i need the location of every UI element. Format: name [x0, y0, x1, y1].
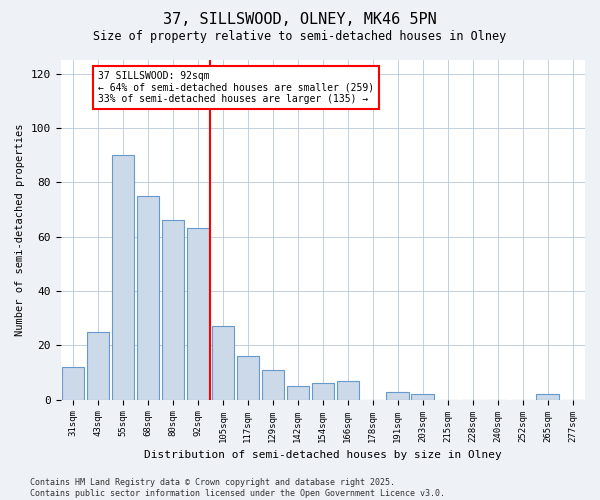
Bar [337, 380, 359, 400]
Bar [236, 356, 259, 400]
Bar [536, 394, 559, 400]
Bar [386, 392, 409, 400]
X-axis label: Distribution of semi-detached houses by size in Olney: Distribution of semi-detached houses by … [144, 450, 502, 460]
Bar [262, 370, 284, 400]
Bar [311, 384, 334, 400]
Bar [87, 332, 109, 400]
Bar [287, 386, 309, 400]
Y-axis label: Number of semi-detached properties: Number of semi-detached properties [15, 124, 25, 336]
Bar [112, 155, 134, 400]
Bar [412, 394, 434, 400]
Text: 37, SILLSWOOD, OLNEY, MK46 5PN: 37, SILLSWOOD, OLNEY, MK46 5PN [163, 12, 437, 28]
Bar [161, 220, 184, 400]
Text: Size of property relative to semi-detached houses in Olney: Size of property relative to semi-detach… [94, 30, 506, 43]
Bar [187, 228, 209, 400]
Text: 37 SILLSWOOD: 92sqm
← 64% of semi-detached houses are smaller (259)
33% of semi-: 37 SILLSWOOD: 92sqm ← 64% of semi-detach… [98, 71, 374, 104]
Bar [62, 367, 84, 400]
Bar [212, 326, 234, 400]
Bar [137, 196, 159, 400]
Text: Contains HM Land Registry data © Crown copyright and database right 2025.
Contai: Contains HM Land Registry data © Crown c… [30, 478, 445, 498]
